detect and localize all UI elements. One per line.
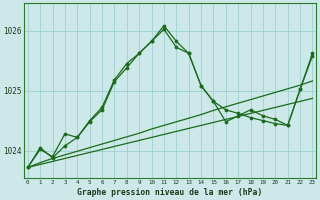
X-axis label: Graphe pression niveau de la mer (hPa): Graphe pression niveau de la mer (hPa) — [77, 188, 263, 197]
